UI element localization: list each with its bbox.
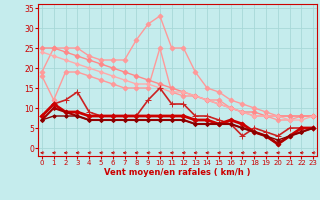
X-axis label: Vent moyen/en rafales ( km/h ): Vent moyen/en rafales ( km/h )	[104, 168, 251, 177]
